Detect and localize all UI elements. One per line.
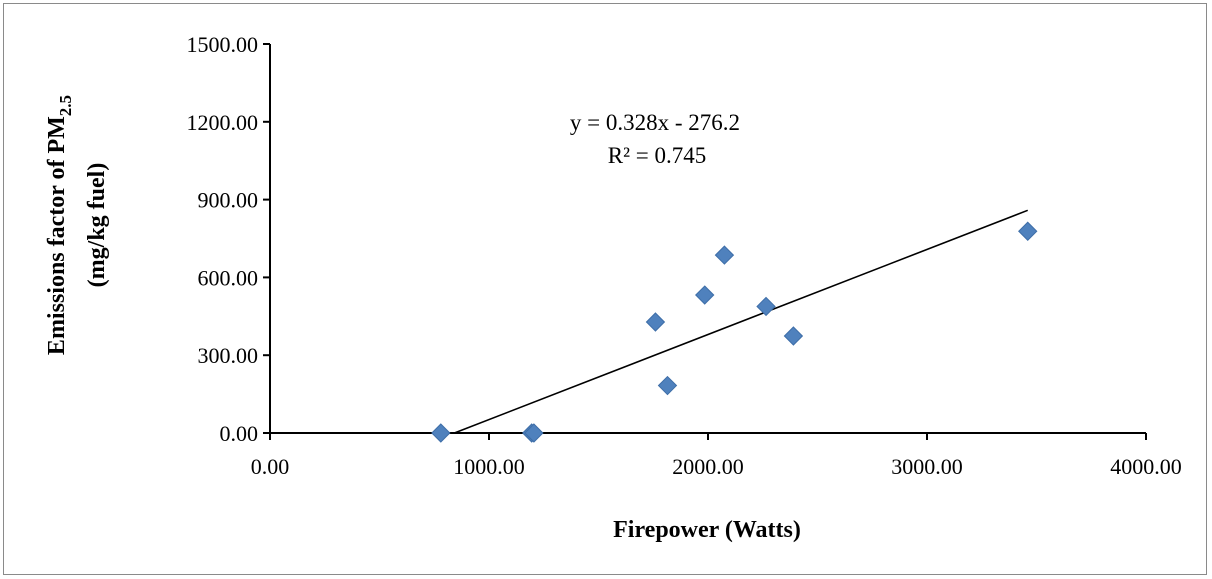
data-point xyxy=(524,423,544,443)
data-point xyxy=(1018,221,1038,241)
y-tick-label: 600.00 xyxy=(198,265,259,290)
y-axis-title-line1: Emissions factor of PM2.5 xyxy=(44,95,75,355)
y-axis-title-line2: (mg/kg fuel) xyxy=(84,163,110,288)
y-tick-label: 1200.00 xyxy=(187,110,259,135)
trendline-equation: y = 0.328x - 276.2 xyxy=(570,110,740,135)
y-axis-title-subscript: 2.5 xyxy=(56,95,75,116)
trendline xyxy=(454,209,1029,434)
data-point xyxy=(657,375,678,396)
data-point xyxy=(695,285,715,305)
trendline-group xyxy=(454,209,1029,434)
y-tick-label: 300.00 xyxy=(198,343,259,368)
x-tick-label: 1000.00 xyxy=(453,454,525,479)
chart-frame xyxy=(3,3,1207,575)
data-points xyxy=(431,221,1038,443)
data-point xyxy=(431,423,451,443)
data-point xyxy=(645,312,666,332)
y-tick-label: 0.00 xyxy=(220,421,259,446)
data-point xyxy=(783,326,804,346)
x-axis: 0.00 1000.00 2000.00 3000.00 4000.00 xyxy=(251,432,1182,479)
data-point xyxy=(756,296,776,317)
x-axis-title: Firepower (Watts) xyxy=(613,517,801,543)
x-tick-label: 2000.00 xyxy=(672,454,744,479)
x-tick-label: 3000.00 xyxy=(891,454,963,479)
y-tick-label: 1500.00 xyxy=(187,32,259,57)
trendline-r-squared: R² = 0.745 xyxy=(608,143,706,168)
x-tick-label: 0.00 xyxy=(251,454,290,479)
y-axis: 0.00 300.00 600.00 900.00 1200.00 1500.00 xyxy=(187,32,271,446)
y-axis-title-main: Emissions factor of PM xyxy=(44,116,70,355)
data-point xyxy=(714,245,735,265)
y-tick-label: 900.00 xyxy=(198,188,259,213)
x-tick-label: 4000.00 xyxy=(1110,454,1182,479)
